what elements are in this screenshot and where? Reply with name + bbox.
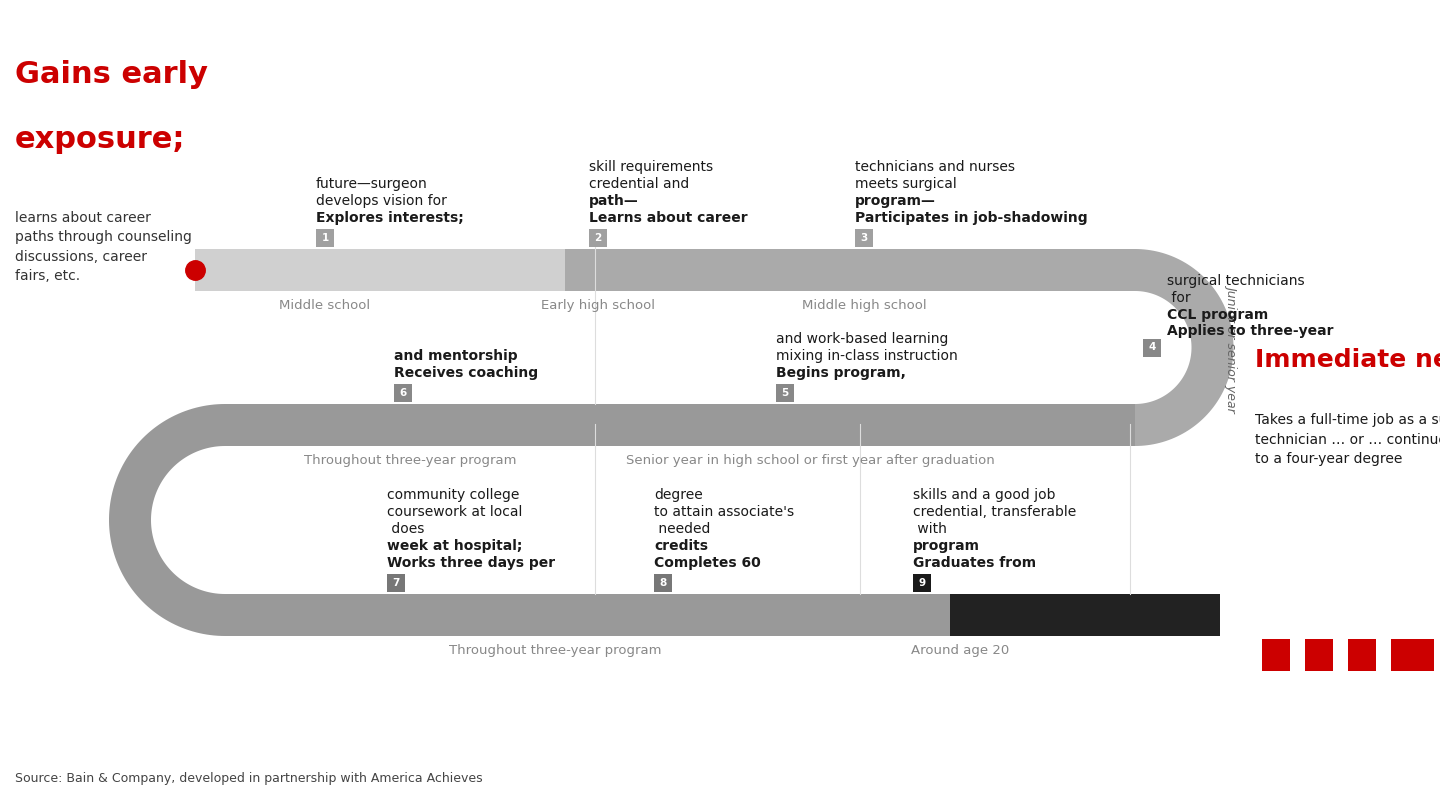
Polygon shape — [1135, 249, 1234, 446]
Text: Immediate next steps: Immediate next steps — [1256, 348, 1440, 373]
Text: 1: 1 — [321, 233, 328, 243]
Bar — [387, 574, 405, 592]
Bar — [395, 384, 412, 402]
Text: 5: 5 — [782, 388, 789, 398]
Text: credits: credits — [654, 539, 708, 553]
Text: and work-based learning: and work-based learning — [776, 332, 949, 346]
Text: 9: 9 — [919, 578, 926, 588]
Text: technicians and nurses: technicians and nurses — [855, 160, 1015, 174]
Text: Middle school: Middle school — [279, 299, 370, 312]
Bar — [1348, 639, 1377, 671]
Bar — [225, 594, 950, 636]
Text: Explores interests;: Explores interests; — [315, 211, 464, 225]
Text: Senior year in high school or first year after graduation: Senior year in high school or first year… — [625, 454, 995, 467]
Text: 7: 7 — [392, 578, 400, 588]
Text: Throughout three-year program: Throughout three-year program — [449, 644, 661, 657]
Text: Throughout three-year program: Throughout three-year program — [304, 454, 517, 467]
Text: Graduates from: Graduates from — [913, 556, 1037, 570]
Text: Learns about career: Learns about career — [589, 211, 747, 225]
Text: Gains early: Gains early — [14, 60, 207, 89]
Text: path—: path— — [589, 194, 639, 208]
Text: needed: needed — [654, 522, 710, 536]
Text: 6: 6 — [399, 388, 406, 398]
Text: program: program — [913, 539, 981, 553]
Text: future—surgeon: future—surgeon — [315, 177, 428, 191]
Text: skill requirements: skill requirements — [589, 160, 713, 174]
Text: Source: Bain & Company, developed in partnership with America Achieves: Source: Bain & Company, developed in par… — [14, 772, 482, 785]
Text: Works three days per: Works three days per — [387, 556, 556, 570]
Text: Junior or senior year: Junior or senior year — [1225, 284, 1238, 411]
Text: Begins program,: Begins program, — [776, 366, 906, 380]
Text: coursework at local: coursework at local — [387, 505, 523, 519]
Bar — [589, 229, 608, 247]
Text: CCL program: CCL program — [1166, 308, 1269, 322]
Bar — [315, 229, 334, 247]
Text: Applies to three-year: Applies to three-year — [1166, 325, 1333, 339]
Bar — [1391, 639, 1418, 671]
Bar — [776, 384, 793, 402]
Text: Receives coaching: Receives coaching — [395, 366, 539, 380]
Text: mixing in-class instruction: mixing in-class instruction — [776, 349, 958, 363]
Text: 8: 8 — [660, 578, 667, 588]
Text: week at hospital;: week at hospital; — [387, 539, 523, 553]
Bar — [1261, 639, 1290, 671]
Text: credential, transferable: credential, transferable — [913, 505, 1076, 519]
Text: and mentorship: and mentorship — [395, 349, 517, 363]
Text: meets surgical: meets surgical — [855, 177, 956, 191]
Polygon shape — [109, 404, 225, 636]
Text: Early high school: Early high school — [541, 299, 655, 312]
Text: degree: degree — [654, 488, 703, 502]
Text: surgical technicians: surgical technicians — [1166, 274, 1305, 288]
Text: skills and a good job: skills and a good job — [913, 488, 1056, 502]
Bar — [564, 249, 1135, 291]
Text: exposure;: exposure; — [14, 125, 186, 154]
Bar — [1143, 339, 1161, 356]
Text: credential and: credential and — [589, 177, 690, 191]
Text: for: for — [1166, 291, 1191, 305]
Text: with: with — [913, 522, 948, 536]
Bar — [1305, 639, 1333, 671]
Text: learns about career
paths through counseling
discussions, career
fairs, etc.: learns about career paths through counse… — [14, 211, 192, 284]
Text: does: does — [387, 522, 425, 536]
Bar — [1405, 639, 1434, 671]
Bar — [855, 229, 873, 247]
Text: program—: program— — [855, 194, 936, 208]
Text: community college: community college — [387, 488, 520, 502]
Bar — [194, 249, 564, 291]
Text: 4: 4 — [1148, 343, 1156, 352]
Bar — [913, 574, 932, 592]
Text: to attain associate's: to attain associate's — [654, 505, 793, 519]
Text: Around age 20: Around age 20 — [912, 644, 1009, 657]
Text: 3: 3 — [860, 233, 868, 243]
Bar — [950, 594, 1220, 636]
Text: Middle high school: Middle high school — [802, 299, 926, 312]
Text: Participates in job-shadowing: Participates in job-shadowing — [855, 211, 1087, 225]
Text: Takes a full-time job as a surgical
technician … or … continues on
to a four-yea: Takes a full-time job as a surgical tech… — [1256, 413, 1440, 466]
Bar — [654, 574, 672, 592]
Bar — [225, 404, 1135, 446]
Text: 2: 2 — [595, 233, 602, 243]
Text: Completes 60: Completes 60 — [654, 556, 760, 570]
Text: develops vision for: develops vision for — [315, 194, 446, 208]
